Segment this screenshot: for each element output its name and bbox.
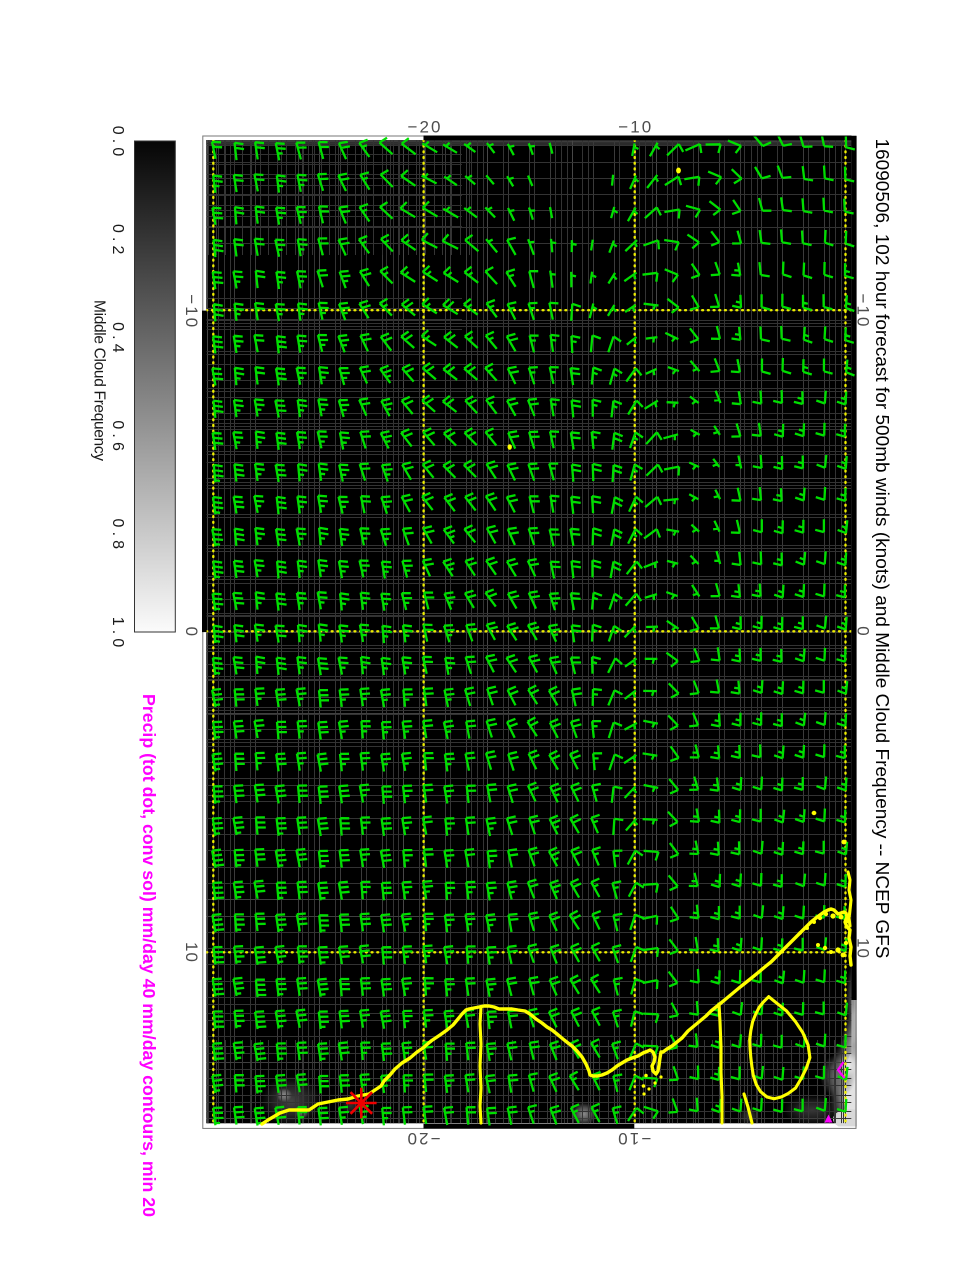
svg-text:1.0: 1.0	[109, 617, 126, 648]
svg-text:−10: −10	[182, 294, 201, 327]
svg-text:0.8: 0.8	[109, 519, 126, 550]
svg-text:−10: −10	[618, 1129, 651, 1148]
svg-text:16090506, 102 hour forecast fo: 16090506, 102 hour forecast for 500mb wi…	[872, 139, 893, 959]
svg-text:0: 0	[182, 627, 201, 636]
svg-text:10: 10	[182, 942, 201, 962]
svg-text:0.6: 0.6	[109, 420, 126, 451]
svg-text:−20: −20	[408, 118, 441, 137]
svg-text:0.2: 0.2	[109, 224, 126, 255]
svg-text:0.0: 0.0	[109, 126, 126, 157]
svg-text:0: 0	[854, 626, 873, 635]
svg-text:Precip (tot dot, conv sol) mm/: Precip (tot dot, conv sol) mm/day 40 mm/…	[139, 694, 159, 1217]
svg-text:10: 10	[854, 938, 873, 958]
svg-text:−10: −10	[854, 294, 873, 327]
svg-text:Middle Cloud Frequency: Middle Cloud Frequency	[91, 300, 108, 461]
svg-text:−10: −10	[618, 118, 651, 137]
svg-text:0.4: 0.4	[109, 322, 126, 353]
svg-text:−20: −20	[408, 1129, 441, 1148]
